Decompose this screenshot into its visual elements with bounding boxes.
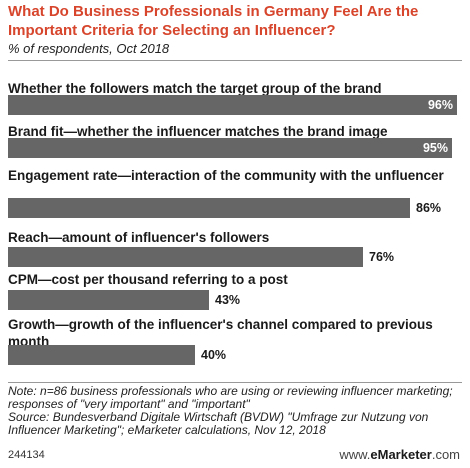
bar [8, 247, 363, 267]
chart-id: 244134 [8, 449, 45, 461]
value-label: 95% [422, 141, 448, 155]
bar [8, 138, 452, 158]
category-label: Engagement rate—interaction of the commu… [8, 168, 444, 183]
chart-subtitle: % of respondents, Oct 2018 [8, 41, 170, 56]
bar [8, 198, 410, 218]
value-label: 43% [215, 293, 241, 307]
category-label: Whether the followers match the target g… [8, 81, 382, 96]
top-rule [8, 60, 462, 61]
bar [8, 345, 195, 365]
value-label: 76% [369, 250, 395, 264]
bar [8, 95, 457, 115]
brand-logo: www.eMarketer.com [339, 447, 460, 462]
chart-title: What Do Business Professionals in German… [8, 3, 419, 39]
brand-name: eMarketer [370, 447, 432, 462]
bottom-rule [8, 382, 462, 383]
category-label: CPM—cost per thousand referring to a pos… [8, 272, 288, 287]
brand-prefix: www. [339, 447, 371, 462]
category-label: Brand fit—whether the influencer matches… [8, 124, 388, 139]
value-label: 96% [427, 98, 453, 112]
category-label: Reach—amount of influencer's followers [8, 230, 270, 245]
source-text: Source: Bundesverband Digitale Wirtschaf… [8, 410, 429, 437]
value-label: 40% [201, 348, 227, 362]
chart-notes: Note: n=86 business professionals who ar… [8, 385, 464, 437]
value-label: 86% [416, 201, 442, 215]
note-text: Note: n=86 business professionals who ar… [8, 384, 453, 411]
bar [8, 290, 209, 310]
brand-suffix: .com [431, 447, 460, 462]
